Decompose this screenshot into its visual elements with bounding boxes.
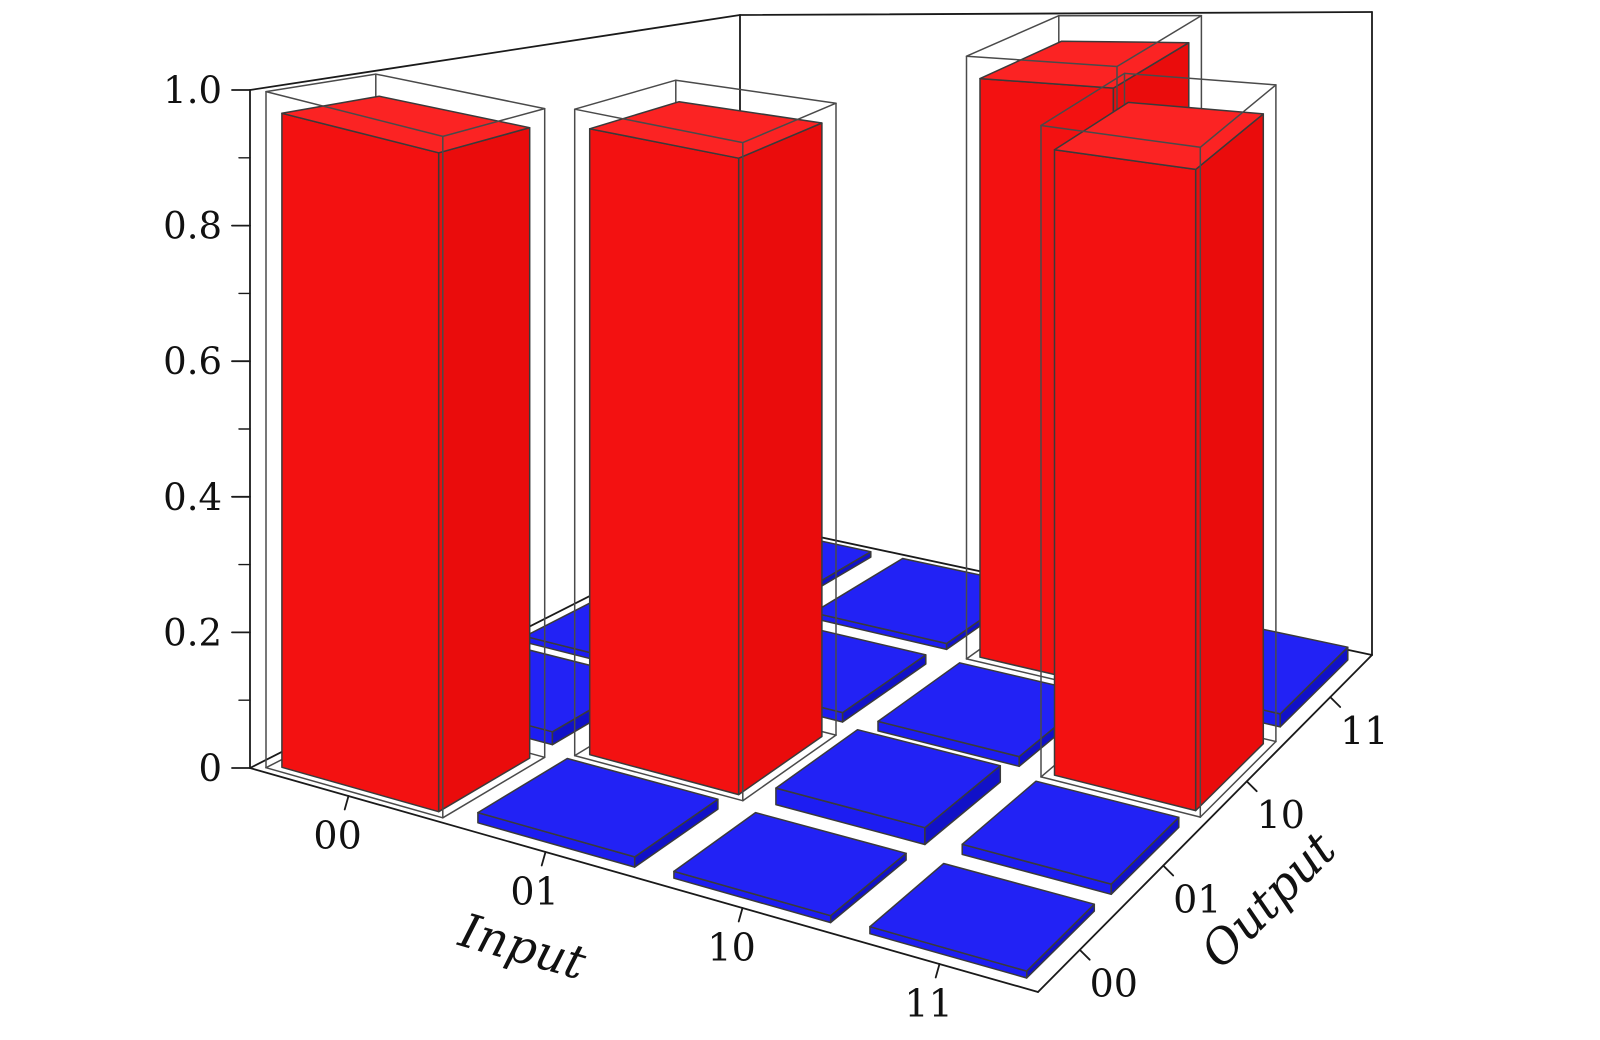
tile-top-face — [961, 780, 1180, 885]
ideal-wireframe-edge — [442, 756, 546, 819]
input-tick-label: 11 — [904, 982, 952, 1026]
ideal-wireframe-top — [965, 14, 1203, 68]
output-tick-label: 11 — [1340, 709, 1388, 753]
bar-front-face — [281, 112, 440, 813]
tile-top-face — [775, 728, 1002, 829]
bar-side-face — [737, 122, 823, 796]
input-tick — [343, 795, 350, 811]
z-tick-label: 0.8 — [163, 205, 222, 248]
input-axis-line — [249, 767, 1039, 993]
ideal-wireframe-top — [265, 73, 546, 138]
ideal-wireframe-top — [573, 79, 837, 144]
ideal-wireframe-edge — [573, 754, 744, 802]
input-tick — [737, 907, 744, 923]
ideal-wireframe-edge — [742, 734, 837, 802]
bar-front-face — [588, 128, 740, 796]
output-tick — [1162, 864, 1175, 877]
output-tick — [1329, 696, 1342, 708]
output-tick-label: 10 — [1257, 793, 1305, 837]
bar-front-face — [1053, 149, 1197, 812]
bar-top-face — [588, 100, 823, 159]
bar-top-face — [281, 95, 531, 154]
z-tick-label: 0.2 — [163, 611, 222, 654]
bar-side-face — [1194, 113, 1265, 812]
input-tick-label: 01 — [510, 870, 558, 914]
tile-top-face — [869, 862, 1096, 972]
z-tick-label: 0.4 — [163, 476, 222, 519]
bar-side-face — [437, 126, 531, 813]
z-tick-label: 0.6 — [163, 340, 222, 383]
tile-top-face — [673, 811, 907, 917]
input-tick-label: 00 — [313, 814, 361, 858]
output-tick-label: 01 — [1173, 877, 1221, 921]
ideal-wireframe-edge — [1040, 776, 1202, 818]
output-tick-label: 00 — [1090, 962, 1138, 1006]
input-tick-label: 10 — [707, 926, 755, 970]
ideal-wireframe-top — [1040, 72, 1277, 149]
input-axis-title: Input — [452, 903, 591, 991]
tile-top-face — [477, 757, 719, 858]
bar-top-face — [1053, 101, 1265, 171]
input-tick — [540, 851, 547, 867]
box-top-back-edge — [739, 11, 1373, 16]
output-axis-line — [1037, 654, 1373, 993]
ideal-wireframe-edge — [1199, 740, 1277, 818]
input-tick — [934, 963, 941, 979]
output-tick — [1245, 780, 1258, 793]
ideal-wireframe-edge — [265, 766, 444, 819]
output-tick — [1078, 949, 1091, 961]
box-top-left-edge — [249, 14, 741, 91]
z-tick-label: 0 — [198, 747, 222, 790]
z-tick-label: 1.0 — [163, 69, 222, 112]
